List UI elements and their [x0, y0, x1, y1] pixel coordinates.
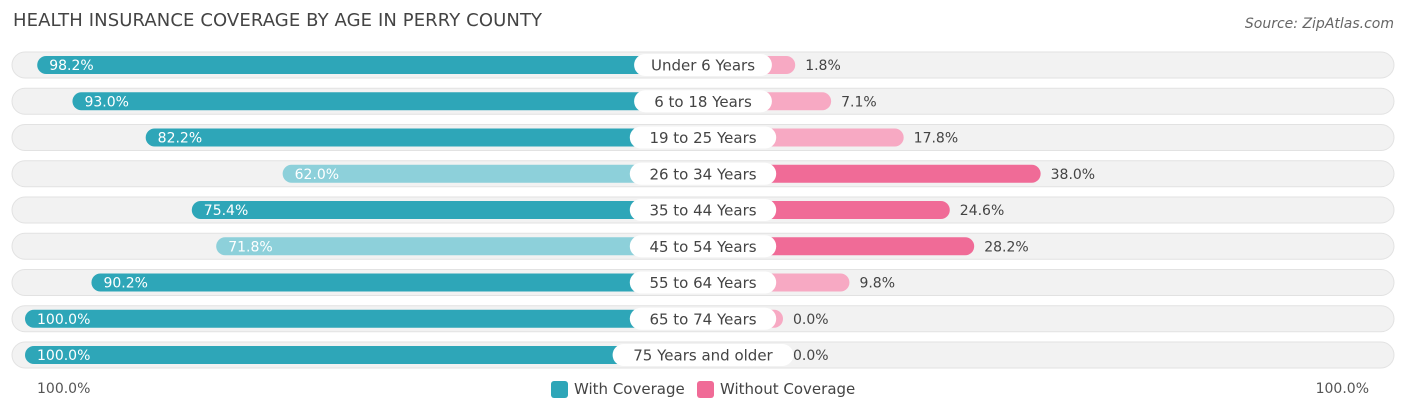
legend-swatch-with-coverage	[551, 380, 568, 398]
category-label-55-to-64-years: 55 to 64 Years	[649, 274, 756, 292]
value-without-coverage-under-6-years: 1.8%	[805, 58, 841, 74]
legend-with-coverage: With Coverage	[551, 380, 685, 398]
value-without-coverage-35-to-44-years: 24.6%	[960, 203, 1004, 219]
legend-label-without-coverage: Without Coverage	[720, 380, 856, 398]
category-pill	[612, 344, 794, 366]
value-with-coverage-26-to-34-years: 62.0%	[295, 167, 339, 183]
bar-with-coverage-26-to-34-years	[282, 164, 703, 183]
bar-without-coverage-26-to-34-years	[703, 164, 1041, 183]
category-label-45-to-54-years: 45 to 54 Years	[649, 238, 756, 256]
value-with-coverage-under-6-years: 98.2%	[49, 58, 93, 74]
category-label-6-to-18-years: 6 to 18 Years	[654, 93, 752, 111]
bar-with-coverage-35-to-44-years	[191, 201, 703, 219]
category-label-19-to-25-years: 19 to 25 Years	[649, 129, 756, 147]
bar-with-coverage-65-to-74-years	[25, 309, 703, 328]
bar-with-coverage-55-to-64-years	[91, 273, 704, 292]
axis-right-label: 100.0%	[1315, 381, 1369, 397]
legend-label-with-coverage: With Coverage	[574, 380, 685, 398]
value-without-coverage-6-to-18-years: 7.1%	[841, 94, 877, 110]
value-with-coverage-65-to-74-years: 100.0%	[37, 312, 90, 328]
axis-left-label: 100.0%	[37, 381, 91, 397]
category-pill	[634, 90, 772, 113]
value-without-coverage-55-to-64-years: 9.8%	[859, 276, 895, 292]
category-label-26-to-34-years: 26 to 34 Years	[649, 165, 756, 183]
bar-with-coverage-19-to-25-years	[145, 128, 703, 147]
category-label-65-to-74-years: 65 to 74 Years	[649, 310, 756, 328]
value-without-coverage-45-to-54-years: 28.2%	[984, 239, 1028, 255]
bar-with-coverage-under-6-years	[37, 56, 704, 74]
value-with-coverage-6-to-18-years: 93.0%	[84, 94, 128, 110]
category-pill	[629, 126, 777, 149]
value-without-coverage-65-to-74-years: 0.0%	[793, 312, 829, 328]
value-without-coverage-75-years-and-older: 0.0%	[793, 348, 829, 364]
value-without-coverage-26-to-34-years: 38.0%	[1051, 167, 1095, 183]
bar-with-coverage-75-years-and-older	[25, 346, 703, 364]
category-label-under-6-years: Under 6 Years	[651, 57, 755, 75]
category-pill	[629, 307, 777, 330]
bar-with-coverage-45-to-54-years	[216, 237, 704, 256]
category-pill	[629, 162, 777, 185]
value-without-coverage-19-to-25-years: 17.8%	[914, 131, 958, 147]
category-pill	[629, 235, 777, 258]
category-pill	[629, 271, 777, 294]
category-label-35-to-44-years: 35 to 44 Years	[649, 202, 756, 220]
category-label-75-years-and-older: 75 Years and older	[633, 347, 773, 365]
legend: With Coverage Without Coverage	[0, 380, 1406, 400]
value-with-coverage-75-years-and-older: 100.0%	[37, 348, 90, 364]
chart-title: HEALTH INSURANCE COVERAGE BY AGE IN PERR…	[13, 10, 543, 31]
category-pill	[629, 199, 777, 221]
value-with-coverage-45-to-54-years: 71.8%	[228, 239, 272, 255]
value-with-coverage-35-to-44-years: 75.4%	[204, 203, 248, 219]
category-pill	[634, 54, 772, 76]
chart-source: Source: ZipAtlas.com	[1244, 16, 1394, 32]
value-with-coverage-55-to-64-years: 90.2%	[103, 276, 147, 292]
bar-with-coverage-6-to-18-years	[72, 92, 703, 111]
legend-without-coverage: Without Coverage	[697, 380, 855, 398]
coverage-chart: 98.2% 1.8% Under 6 Years 93.0% 7.1% 6 to 18 Y…	[11, 51, 1395, 369]
legend-swatch-without-coverage	[697, 380, 714, 398]
value-with-coverage-19-to-25-years: 82.2%	[158, 131, 202, 147]
